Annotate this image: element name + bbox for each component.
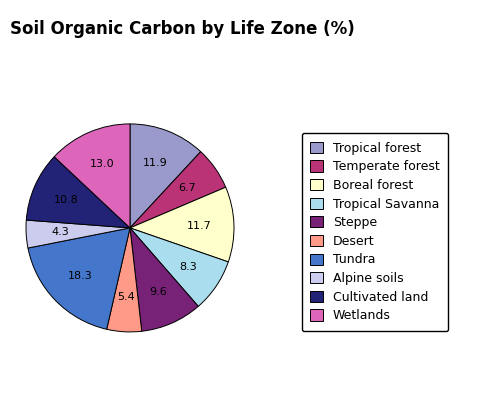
Text: 11.9: 11.9 bbox=[143, 158, 168, 168]
Text: 10.8: 10.8 bbox=[54, 195, 78, 205]
Wedge shape bbox=[130, 228, 228, 306]
Text: 5.4: 5.4 bbox=[117, 293, 135, 302]
Text: 6.7: 6.7 bbox=[178, 183, 196, 193]
Text: 13.0: 13.0 bbox=[90, 159, 114, 169]
Text: 8.3: 8.3 bbox=[179, 262, 196, 272]
Wedge shape bbox=[28, 228, 130, 329]
Text: 11.7: 11.7 bbox=[188, 221, 212, 230]
Legend: Tropical forest, Temperate forest, Boreal forest, Tropical Savanna, Steppe, Dese: Tropical forest, Temperate forest, Borea… bbox=[302, 133, 448, 331]
Wedge shape bbox=[130, 152, 226, 228]
Text: 9.6: 9.6 bbox=[149, 287, 167, 297]
Text: 4.3: 4.3 bbox=[52, 227, 70, 237]
Wedge shape bbox=[130, 187, 234, 262]
Wedge shape bbox=[26, 220, 130, 248]
Text: Soil Organic Carbon by Life Zone (%): Soil Organic Carbon by Life Zone (%) bbox=[10, 20, 355, 38]
Wedge shape bbox=[130, 124, 200, 228]
Wedge shape bbox=[130, 228, 198, 331]
Wedge shape bbox=[26, 157, 130, 228]
Text: 18.3: 18.3 bbox=[68, 271, 92, 281]
Wedge shape bbox=[54, 124, 130, 228]
Wedge shape bbox=[106, 228, 142, 332]
